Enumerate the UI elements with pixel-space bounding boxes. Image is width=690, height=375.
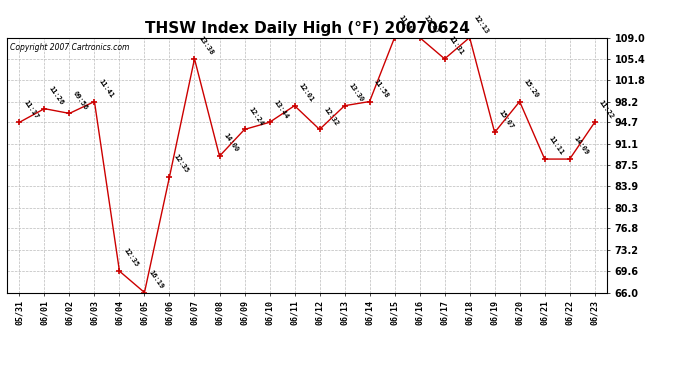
Text: 15:20: 15:20 (522, 78, 540, 99)
Text: 11:31: 11:31 (447, 35, 464, 56)
Text: 12:13: 12:13 (473, 14, 489, 35)
Text: 11:26: 11:26 (47, 85, 64, 106)
Text: 12:24: 12:24 (247, 106, 264, 127)
Text: 13:44: 13:44 (273, 99, 289, 120)
Text: 11:17: 11:17 (22, 99, 39, 120)
Text: 12:35: 12:35 (122, 248, 139, 268)
Text: 16:19: 16:19 (147, 269, 164, 290)
Text: 12:01: 12:01 (297, 82, 315, 103)
Text: 11:22: 11:22 (598, 99, 615, 120)
Text: 13:30: 13:30 (347, 82, 364, 103)
Text: 13:38: 13:38 (197, 35, 215, 56)
Text: 11:41: 11:41 (97, 78, 115, 99)
Text: 14:09: 14:09 (573, 135, 589, 156)
Text: 11:46: 11:46 (397, 14, 415, 35)
Text: 09:56: 09:56 (72, 90, 89, 111)
Text: Copyright 2007 Cartronics.com: Copyright 2007 Cartronics.com (10, 43, 129, 52)
Text: 12:47: 12:47 (422, 14, 440, 35)
Text: 12:32: 12:32 (322, 106, 339, 127)
Text: 11:58: 11:58 (373, 78, 389, 99)
Text: 15:07: 15:07 (497, 109, 515, 130)
Title: THSW Index Daily High (°F) 20070624: THSW Index Daily High (°F) 20070624 (145, 21, 469, 36)
Text: 11:11: 11:11 (547, 135, 564, 156)
Text: 14:00: 14:00 (222, 132, 239, 153)
Text: 12:35: 12:35 (172, 153, 189, 174)
